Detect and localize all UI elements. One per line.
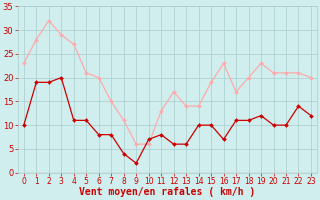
- X-axis label: Vent moyen/en rafales ( km/h ): Vent moyen/en rafales ( km/h ): [79, 187, 256, 197]
